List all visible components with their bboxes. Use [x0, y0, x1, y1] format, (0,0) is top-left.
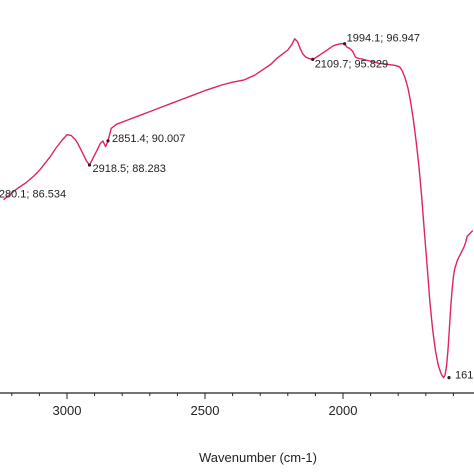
- annotation-label: 3280.1; 86.534: [0, 189, 66, 201]
- plot-area: 3280.1; 86.534 2918.5; 88.283 2851.4; 90.0…: [0, 33, 473, 382]
- annotation-marker: [311, 57, 315, 61]
- x-tick-label: 2500: [191, 403, 220, 418]
- annotation-label: 1994.1; 96.947: [347, 33, 420, 45]
- annotation-marker: [87, 163, 92, 167]
- x-tick-label: 2000: [329, 403, 358, 418]
- annotation-label: 161: [455, 370, 473, 382]
- annotation-marker: [447, 376, 451, 380]
- x-axis-ticks: 3000250020001:: [11, 393, 454, 418]
- x-axis-label: Wavenumber (cm-1): [199, 450, 317, 465]
- annotation-label: 2918.5; 88.283: [93, 163, 166, 175]
- spectrum-line: [3, 38, 474, 379]
- x-tick-label: 3000: [53, 403, 82, 418]
- annotation-marker: [106, 139, 110, 143]
- annotation-label: 2851.4; 90.007: [112, 133, 185, 145]
- annotation-label: 2109.7; 95.829: [315, 58, 388, 70]
- annotation-marker: [343, 42, 347, 46]
